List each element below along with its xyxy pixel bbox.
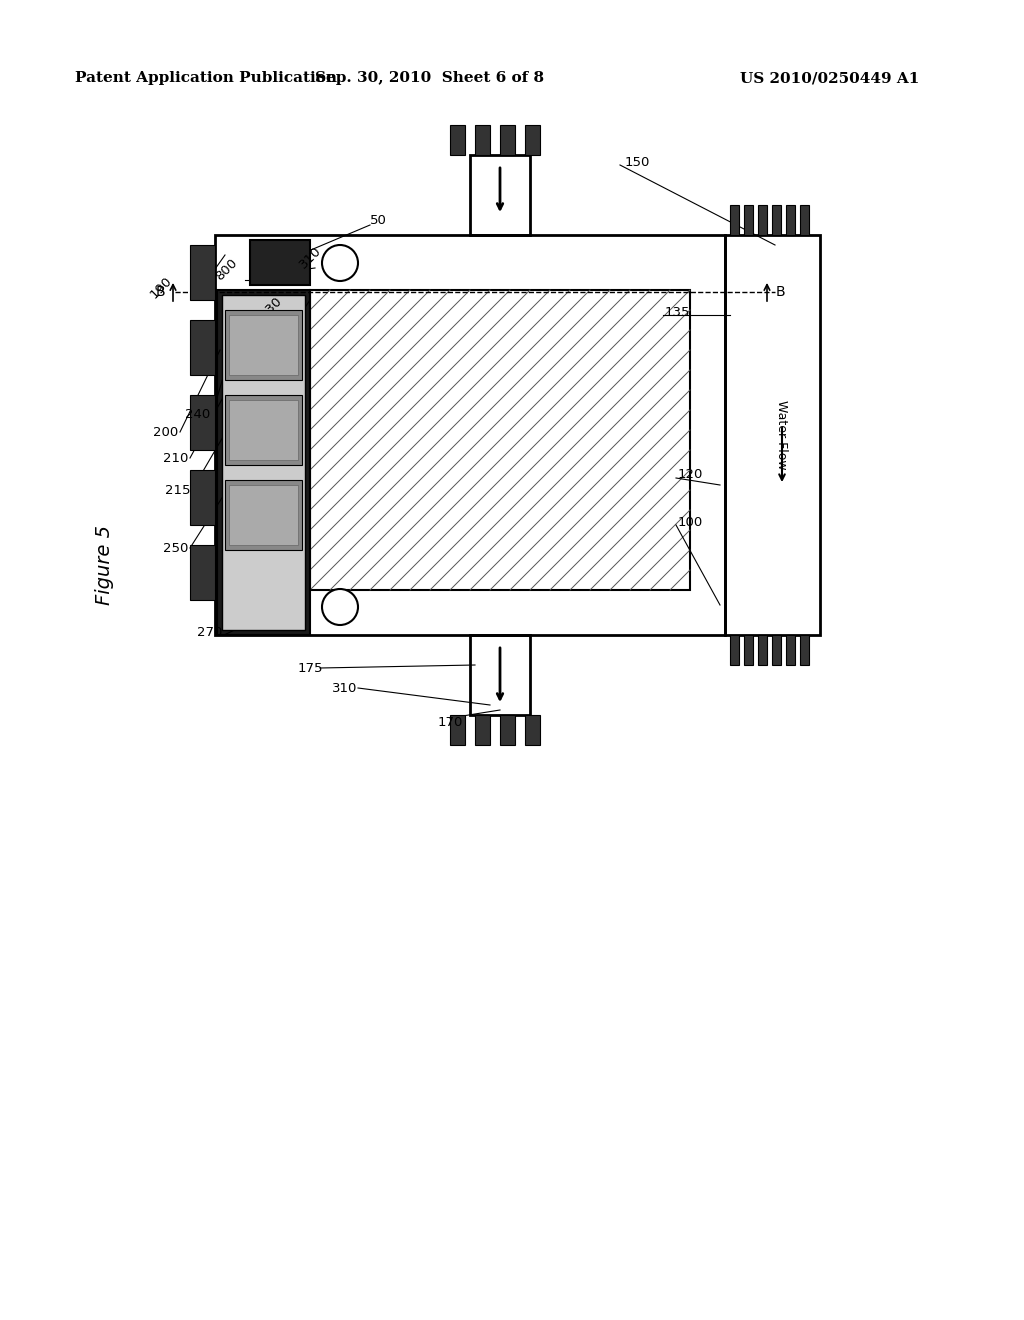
Bar: [217, 290, 310, 635]
Bar: [225, 395, 302, 465]
Bar: [786, 635, 795, 665]
Text: 270: 270: [197, 626, 222, 639]
Bar: [786, 205, 795, 235]
Bar: [800, 635, 809, 665]
Text: 250: 250: [163, 541, 188, 554]
Bar: [450, 125, 465, 154]
Bar: [250, 240, 310, 285]
Bar: [222, 294, 305, 630]
Text: 130: 130: [258, 294, 285, 322]
Text: Patent Application Publication: Patent Application Publication: [75, 71, 337, 84]
Bar: [475, 715, 490, 744]
Text: Water Flow: Water Flow: [775, 400, 788, 470]
Bar: [190, 246, 215, 300]
Text: 150: 150: [625, 156, 650, 169]
Text: 190: 190: [147, 275, 175, 301]
Bar: [450, 715, 465, 744]
Bar: [310, 290, 690, 590]
Text: 175: 175: [297, 661, 323, 675]
Bar: [229, 484, 298, 545]
Text: Sep. 30, 2010  Sheet 6 of 8: Sep. 30, 2010 Sheet 6 of 8: [315, 71, 545, 84]
Bar: [190, 470, 215, 525]
Bar: [758, 205, 767, 235]
Circle shape: [322, 246, 358, 281]
Bar: [800, 205, 809, 235]
Text: B: B: [775, 285, 784, 300]
Bar: [470, 635, 530, 715]
Bar: [744, 635, 753, 665]
Bar: [525, 125, 540, 154]
Text: 135: 135: [665, 305, 690, 318]
Bar: [190, 545, 215, 601]
Text: 170: 170: [437, 715, 463, 729]
Text: Figure 5: Figure 5: [95, 525, 115, 605]
Bar: [190, 395, 215, 450]
Bar: [500, 125, 515, 154]
Bar: [725, 235, 820, 635]
Text: 310: 310: [333, 681, 357, 694]
Bar: [744, 205, 753, 235]
Bar: [229, 315, 298, 375]
Text: 100: 100: [678, 516, 703, 528]
Text: 50: 50: [370, 214, 387, 227]
Circle shape: [322, 589, 358, 624]
Text: 215: 215: [165, 483, 190, 496]
Bar: [229, 400, 298, 459]
Text: B: B: [156, 285, 165, 300]
Bar: [475, 125, 490, 154]
Text: 240: 240: [184, 408, 210, 421]
Bar: [215, 235, 725, 635]
Bar: [772, 635, 781, 665]
Bar: [730, 205, 739, 235]
Bar: [225, 480, 302, 550]
Text: 200: 200: [153, 425, 178, 438]
Bar: [500, 715, 515, 744]
Bar: [525, 715, 540, 744]
Text: 800: 800: [213, 256, 240, 284]
Text: 310: 310: [296, 244, 324, 272]
Bar: [730, 635, 739, 665]
Text: 210: 210: [163, 451, 188, 465]
Bar: [758, 635, 767, 665]
Bar: [225, 310, 302, 380]
Bar: [470, 154, 530, 235]
Text: US 2010/0250449 A1: US 2010/0250449 A1: [740, 71, 920, 84]
Text: 120: 120: [678, 469, 703, 482]
Bar: [190, 319, 215, 375]
Bar: [772, 205, 781, 235]
